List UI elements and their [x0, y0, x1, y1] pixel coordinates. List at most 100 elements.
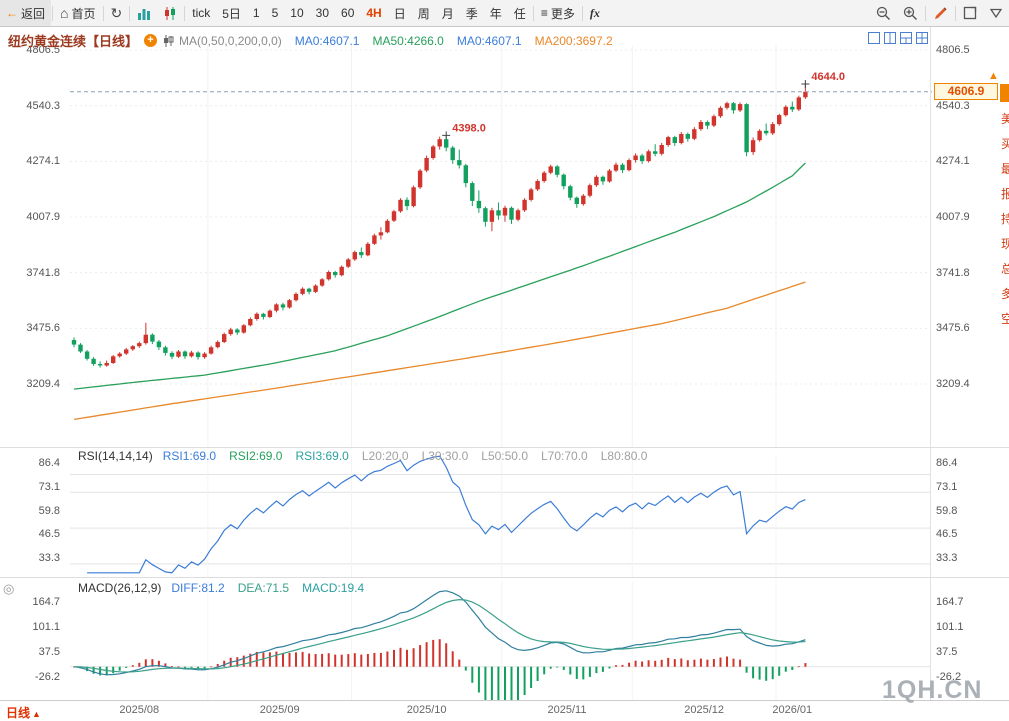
back-button[interactable]: ← 返回	[0, 0, 52, 26]
rsi-value-5: L50:50.0	[481, 449, 528, 463]
period-button-11[interactable]: 季	[465, 6, 478, 21]
rsi-axis-label-left: 33.3	[38, 552, 60, 564]
price-axis-label-right: 4806.5	[936, 44, 970, 56]
price-up-arrow-icon: ▲	[988, 70, 999, 82]
period-button-9[interactable]: 周	[417, 6, 430, 21]
ma200-line	[73, 281, 806, 421]
macd-axis-label-right: -26.2	[936, 671, 962, 683]
time-axis-label: 2026/01	[772, 704, 813, 716]
time-axis-label: 2025/11	[547, 704, 587, 716]
ma-value-1: MA50:4266.0	[372, 33, 444, 48]
macd-name: MACD(26,12,9)	[78, 581, 162, 595]
rsi-name: RSI(14,14,14)	[78, 449, 153, 463]
time-axis-label: 2025/08	[119, 704, 160, 716]
time-axis-label: 2025/12	[684, 704, 725, 716]
main-gridlines	[70, 45, 930, 447]
period-button-5[interactable]: 30	[315, 6, 330, 20]
macd-panel-canvas[interactable]	[0, 577, 1009, 700]
separator	[102, 5, 104, 21]
macd-axis-label-left: 101.1	[32, 620, 60, 633]
rsi-value-0: RSI1:69.0	[162, 449, 217, 463]
macd-value-2: MACD:19.4	[302, 581, 365, 595]
maximize-button[interactable]	[957, 0, 983, 26]
period-button-4[interactable]: 10	[290, 6, 304, 20]
formula-button[interactable]: fx	[584, 0, 606, 26]
home-icon: ⌂	[60, 5, 69, 21]
main-chart-canvas[interactable]: 4398.0 4644.0	[0, 27, 1009, 447]
candles-series	[71, 84, 808, 368]
period-button-0[interactable]: tick	[192, 6, 211, 20]
period-button-10[interactable]: 月	[441, 6, 454, 21]
annotation-cross-icon	[801, 79, 810, 88]
rsi-panel-canvas[interactable]	[0, 447, 1009, 577]
price-axis-label-left: 4007.9	[26, 211, 60, 223]
rsi-axis-label-right: 73.1	[936, 480, 958, 493]
separator	[581, 5, 583, 21]
price-axis-label-left: 3209.4	[26, 378, 60, 390]
period-button-12[interactable]: 年	[489, 6, 502, 21]
draw-button[interactable]	[927, 0, 954, 26]
rsi-value-4: L30:30.0	[421, 449, 469, 463]
side-panel-label: 现	[1001, 237, 1009, 251]
bar-chart-type-button[interactable]	[131, 0, 157, 26]
chart-header: 纽约黄金连续【日线】 + MA(0,50,0,200,0,0) MA0:4607…	[8, 31, 626, 50]
macd-value-group: DIFF:81.2 DEA:71.5 MACD:19.4	[171, 581, 377, 595]
indicator-kline-icon[interactable]	[163, 34, 174, 47]
price-axis-label-right: 3741.8	[936, 266, 970, 279]
price-axis-label-left: 3475.6	[26, 322, 60, 335]
macd-axis-label-left: -26.2	[34, 671, 60, 683]
symbol-title: 纽约黄金连续【日线】	[8, 34, 139, 49]
period-button-7[interactable]: 4H	[366, 6, 382, 20]
panel-divider[interactable]	[0, 577, 1009, 578]
layout-two-pane-icon[interactable]	[884, 32, 896, 44]
rsi-value-1: RSI2:69.0	[229, 449, 283, 463]
period-tab[interactable]: 日线 ▲	[6, 706, 41, 720]
period-button-2[interactable]: 1	[252, 6, 260, 20]
pencil-icon	[935, 6, 947, 19]
macd-header: MACD(26,12,9) DIFF:81.2 DEA:71.5 MACD:19.4	[78, 581, 377, 595]
separator	[925, 5, 926, 21]
macd-diff-line	[73, 590, 806, 676]
refresh-button[interactable]: ↻	[105, 0, 129, 26]
annotation-cross-icon	[442, 131, 451, 140]
layout-three-pane-icon[interactable]	[900, 32, 912, 44]
period-button-1[interactable]: 5日	[222, 6, 241, 21]
home-button[interactable]: ⌂ 首页	[54, 0, 101, 26]
rsi-value-6: L70:70.0	[541, 449, 588, 463]
side-panel-label: 总	[1001, 262, 1009, 276]
indicator-selector-icon[interactable]: ◎	[3, 581, 15, 596]
rsi-value-3: L20:20.0	[361, 449, 409, 463]
more-button[interactable]: ≡ 更多	[535, 0, 581, 26]
ma-value-group: MA0:4607.1 MA50:4266.0 MA0:4607.1 MA200:369…	[295, 34, 626, 48]
period-button-6[interactable]: 60	[341, 6, 355, 20]
kline-chart-type-button[interactable]	[157, 0, 183, 26]
panel-toggle-button[interactable]	[983, 0, 1009, 26]
ma-value-0: MA0:4607.1	[294, 33, 360, 48]
kline-icon	[165, 6, 176, 20]
layout-grid-icon[interactable]	[916, 32, 928, 44]
layout-single-icon[interactable]	[868, 32, 880, 44]
refresh-icon: ↻	[110, 4, 123, 21]
watermark: 1QH.CN	[882, 676, 983, 704]
macd-value-1: DEA:71.5	[237, 581, 290, 595]
side-panel-edge[interactable]	[1000, 84, 1009, 102]
time-axis-bar: 日线 ▲ 2025/08 2025/09 2025/10 2025/11 2025/12 2…	[0, 700, 1009, 720]
period-button-13[interactable]: 任	[513, 6, 526, 21]
add-favorite-icon[interactable]: +	[144, 34, 158, 47]
layout-icon-group	[868, 32, 928, 44]
ma-value-3: MA200:3697.2	[534, 33, 613, 48]
period-button-3[interactable]: 5	[271, 6, 279, 20]
zoom-out-button[interactable]	[870, 0, 897, 26]
time-axis-label: 2025/10	[406, 704, 447, 716]
menu-icon: ≡	[540, 6, 548, 20]
side-panel-label: 买	[1001, 137, 1009, 151]
period-button-8[interactable]: 日	[393, 6, 406, 21]
zoom-in-button[interactable]	[897, 0, 924, 26]
back-arrow-icon: ←	[6, 6, 18, 20]
bar-chart-icon	[138, 8, 151, 20]
separator	[532, 5, 534, 21]
side-panel-label: 美	[1001, 112, 1009, 126]
rsi-axis-label-left: 46.5	[38, 528, 60, 541]
panel-divider[interactable]	[0, 447, 1009, 448]
side-panel-label: 持	[1001, 212, 1009, 226]
